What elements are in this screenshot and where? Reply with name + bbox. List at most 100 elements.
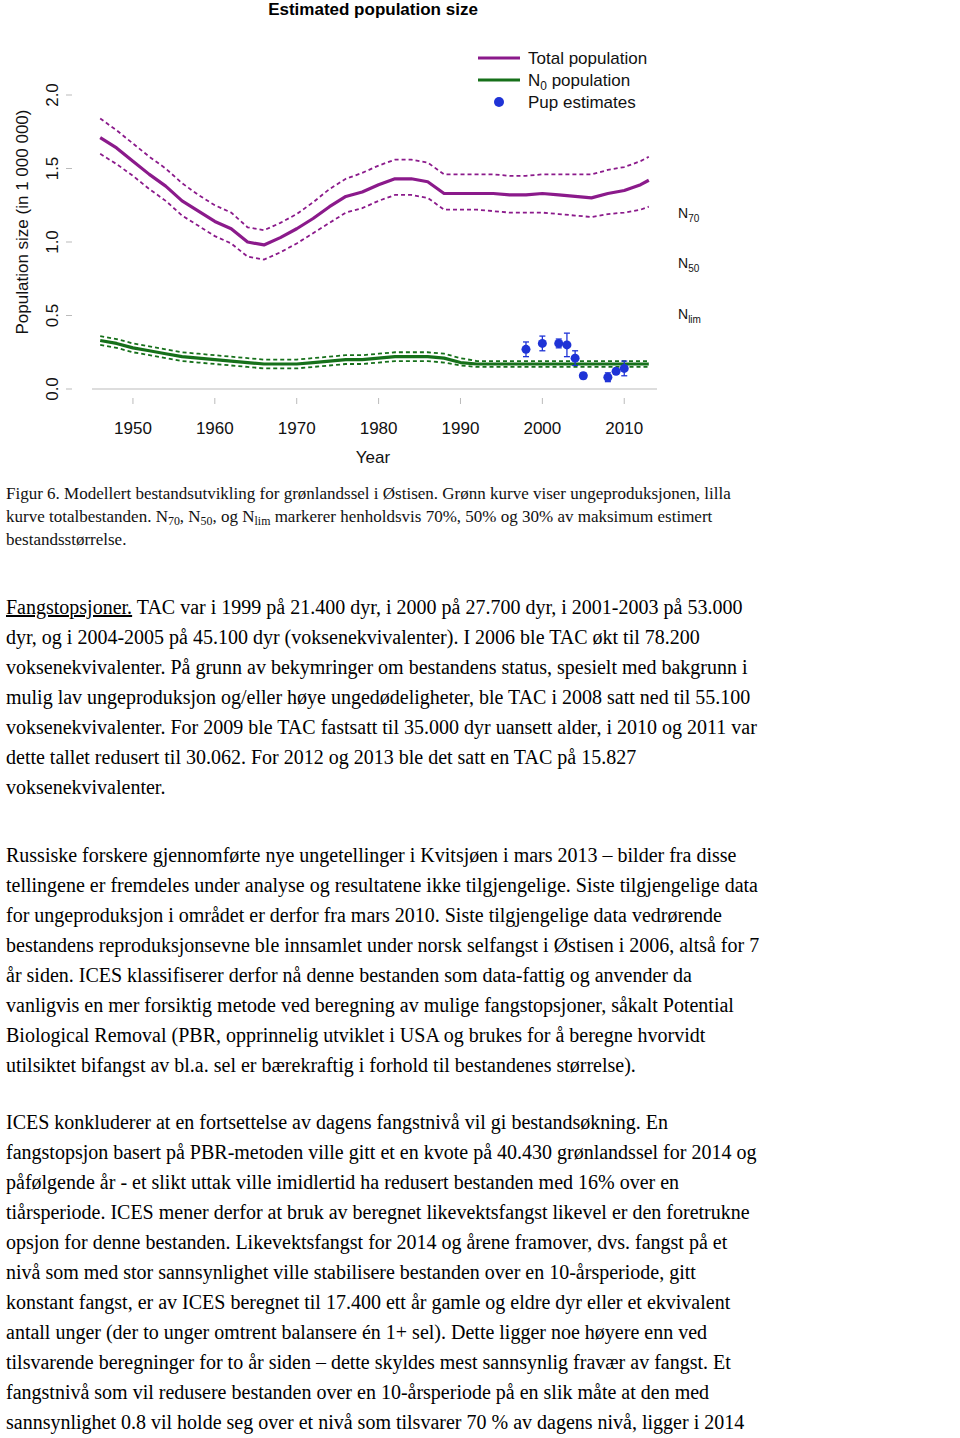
line-text: bestandens reproduksjonsevne ble innsaml… (6, 934, 759, 956)
text-part: tellingene er fremdeles under analyse og… (6, 874, 758, 896)
x-tick (214, 398, 215, 404)
line-text: utilsiktet bifangst av bl.a. sel er bære… (6, 1054, 636, 1076)
text-part: utilsiktet bifangst av bl.a. sel er bære… (6, 1054, 636, 1076)
paragraph-line: Fangstopsjoner. TAC var i 1999 på 21.400… (6, 592, 955, 622)
text-part: konstant fangst, er av ICES beregnet til… (6, 1291, 730, 1313)
y-tick (66, 315, 72, 316)
text-part: for ungeproduksjon i området er derfor f… (6, 904, 722, 926)
y-tick (66, 242, 72, 243)
error-bar-cap (523, 341, 529, 342)
line-text: Fangstopsjoner. TAC var i 1999 på 21.400… (6, 596, 742, 618)
paragraph-line: opsjon for denne bestanden. Likevektsfan… (6, 1227, 955, 1257)
x-tick (624, 398, 625, 404)
line-text: sannsynlighet 0.8 vil holde seg over et … (6, 1411, 744, 1433)
error-bar-cap (523, 356, 529, 357)
text-part: Total population (528, 49, 647, 68)
error-bar-cap (621, 375, 627, 376)
caption-line: Figur 6. Modellert bestandsutvikling for… (6, 482, 956, 505)
y-tick (66, 95, 72, 96)
y-tick (66, 389, 72, 390)
text-part: dyr, og i 2004-2005 på 45.100 dyr (vokse… (6, 626, 700, 648)
caption-line: kurve totalbestanden. N70, N50, og Nlim … (6, 505, 956, 528)
paragraph-line: antall unger (der to unger omtrent balan… (6, 1317, 955, 1347)
paragraph-line: dette tallet redusert til 30.062. For 20… (6, 742, 955, 772)
x-tick (378, 398, 379, 404)
subscript: lim (255, 514, 271, 528)
text-part: tiårsperiode. ICES mener derfor at bruk … (6, 1201, 750, 1223)
paragraph-line: Biological Removal (PBR, opprinnelig utv… (6, 1020, 955, 1050)
y-tick-label: 1.0 (43, 230, 62, 254)
y-axis-label: Population size (in 1 000 000) (13, 110, 32, 335)
text-part: TAC var i 1999 på 21.400 dyr, i 2000 på … (132, 596, 742, 618)
text-part: N (678, 205, 688, 221)
x-tick-label: 2000 (523, 419, 561, 438)
x-tick-label: 1980 (360, 419, 398, 438)
text-part: voksenekvivalenter. For 2009 ble TAC fas… (6, 716, 757, 738)
x-tick (296, 398, 297, 404)
text-part: voksenekvivalenter. På grunn av bekymrin… (6, 656, 748, 678)
line-text: Biological Removal (PBR, opprinnelig utv… (6, 1024, 705, 1046)
error-bar-cap (539, 350, 545, 351)
text-part: , N (180, 507, 201, 526)
legend-swatch (478, 56, 520, 59)
text-part: N (528, 71, 540, 90)
text-part: bestandsstørrelse. (6, 530, 126, 549)
text-part: tilsvarende beregninger for to år siden … (6, 1351, 731, 1373)
x-tick (132, 398, 133, 404)
text-part: kurve totalbestanden. N (6, 507, 168, 526)
text-part: bestandens reproduksjonsevne ble innsaml… (6, 934, 759, 956)
y-tick-label: 0.5 (43, 304, 62, 328)
line-text: voksenekvivalenter. På grunn av bekymrin… (6, 656, 748, 678)
text-part: Biological Removal (PBR, opprinnelig utv… (6, 1024, 705, 1046)
line-text: fangstnivå som vil redusere bestanden ov… (6, 1381, 709, 1403)
line-text: tellingene er fremdeles under analyse og… (6, 874, 758, 896)
error-bar-cap (539, 335, 545, 336)
x-axis-label: Year (356, 448, 391, 467)
text-part: sannsynlighet 0.8 vil holde seg over et … (6, 1411, 744, 1433)
x-tick-label: 1950 (114, 419, 152, 438)
pup-estimate (603, 373, 612, 382)
legend: Total populationN0 populationPup estimat… (478, 49, 647, 112)
text-part: år siden. ICES klassifiserer derfor nå d… (6, 964, 692, 986)
line-text: opsjon for denne bestanden. Likevektsfan… (6, 1231, 727, 1253)
line-text: ICES konkluderer at en fortsettelse av d… (6, 1111, 668, 1133)
y-tick-label: 0.0 (43, 377, 62, 401)
line-text: dyr, og i 2004-2005 på 45.100 dyr (vokse… (6, 626, 700, 648)
confidence-upper (100, 119, 649, 231)
paragraph-line: ICES konkluderer at en fortsettelse av d… (6, 1107, 955, 1137)
text-part: ICES konkluderer at en fortsettelse av d… (6, 1111, 668, 1133)
paragraph-line: voksenekvivalenter. På grunn av bekymrin… (6, 652, 955, 682)
x-tick-label: 1990 (442, 419, 480, 438)
pup-estimate (554, 339, 563, 348)
subscript: lim (688, 314, 701, 325)
text-part: opsjon for denne bestanden. Likevektsfan… (6, 1231, 727, 1253)
line-text: vanligvis en mer forsiktig metode ved be… (6, 994, 734, 1016)
legend-label: Total population (528, 49, 647, 68)
text-part: markerer henholdsvis 70%, 50% og 30% av … (270, 507, 712, 526)
error-bar-cap (564, 356, 570, 357)
text-part: vanligvis en mer forsiktig metode ved be… (6, 994, 734, 1016)
paragraph-line: fangstnivå som vil redusere bestanden ov… (6, 1377, 955, 1407)
line-text: dette tallet redusert til 30.062. For 20… (6, 746, 636, 768)
text-part: Figur 6. Modellert bestandsutvikling for… (6, 484, 731, 503)
x-tick (542, 398, 543, 404)
pup-estimate (612, 367, 621, 376)
text-part: population (547, 71, 630, 90)
x-tick (460, 398, 461, 404)
legend-label: N0 population (528, 71, 630, 93)
heading-run: Fangstopsjoner. (6, 596, 132, 618)
line-text: Russiske forskere gjennomførte nye unget… (6, 844, 736, 866)
pup-estimate (579, 371, 588, 380)
line-text: påfølgende år - et slikt uttak ville imi… (6, 1171, 679, 1193)
paragraph-line: påfølgende år - et slikt uttak ville imi… (6, 1167, 955, 1197)
confidence-lower (100, 154, 649, 260)
text-part: N (678, 306, 688, 322)
paragraph-line: tellingene er fremdeles under analyse og… (6, 870, 955, 900)
text-part: voksenekvivalenter. (6, 776, 165, 798)
paragraph-line: bestandens reproduksjonsevne ble innsaml… (6, 930, 955, 960)
series-line (100, 138, 649, 245)
text-part: , og N (213, 507, 255, 526)
line-text: voksenekvivalenter. For 2009 ble TAC fas… (6, 716, 757, 738)
subscript: 70 (688, 213, 700, 224)
subscript: 70 (168, 514, 180, 528)
